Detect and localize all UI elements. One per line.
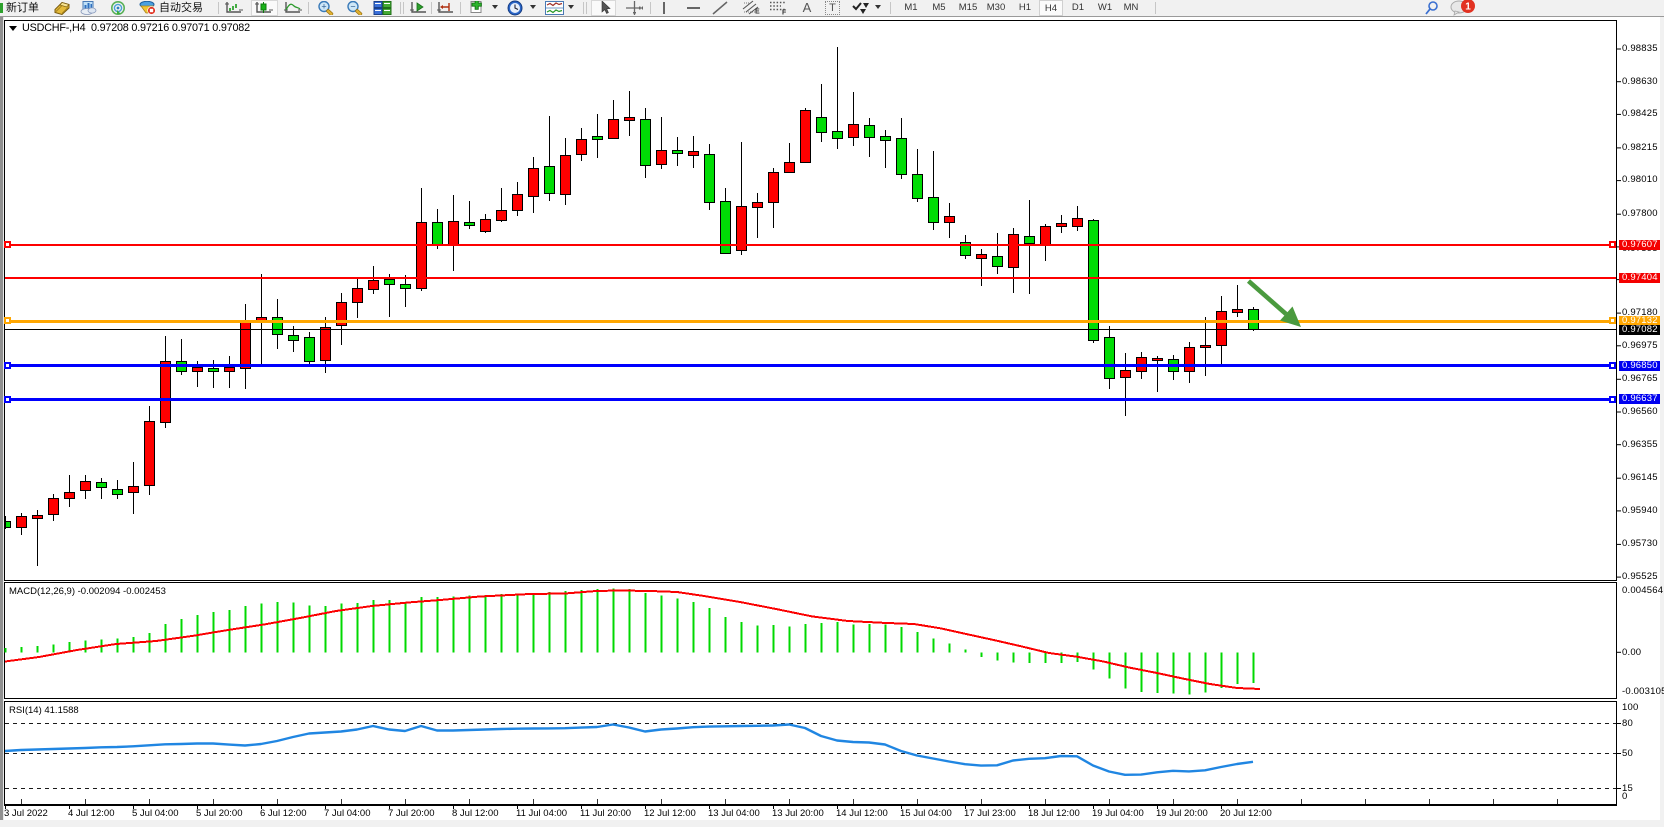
svg-text:F: F [782, 10, 787, 17]
svg-text:+: + [321, 2, 326, 12]
svg-text:1: 1 [1465, 2, 1471, 13]
svg-text:−: − [350, 2, 355, 12]
svg-text:E: E [755, 9, 760, 16]
